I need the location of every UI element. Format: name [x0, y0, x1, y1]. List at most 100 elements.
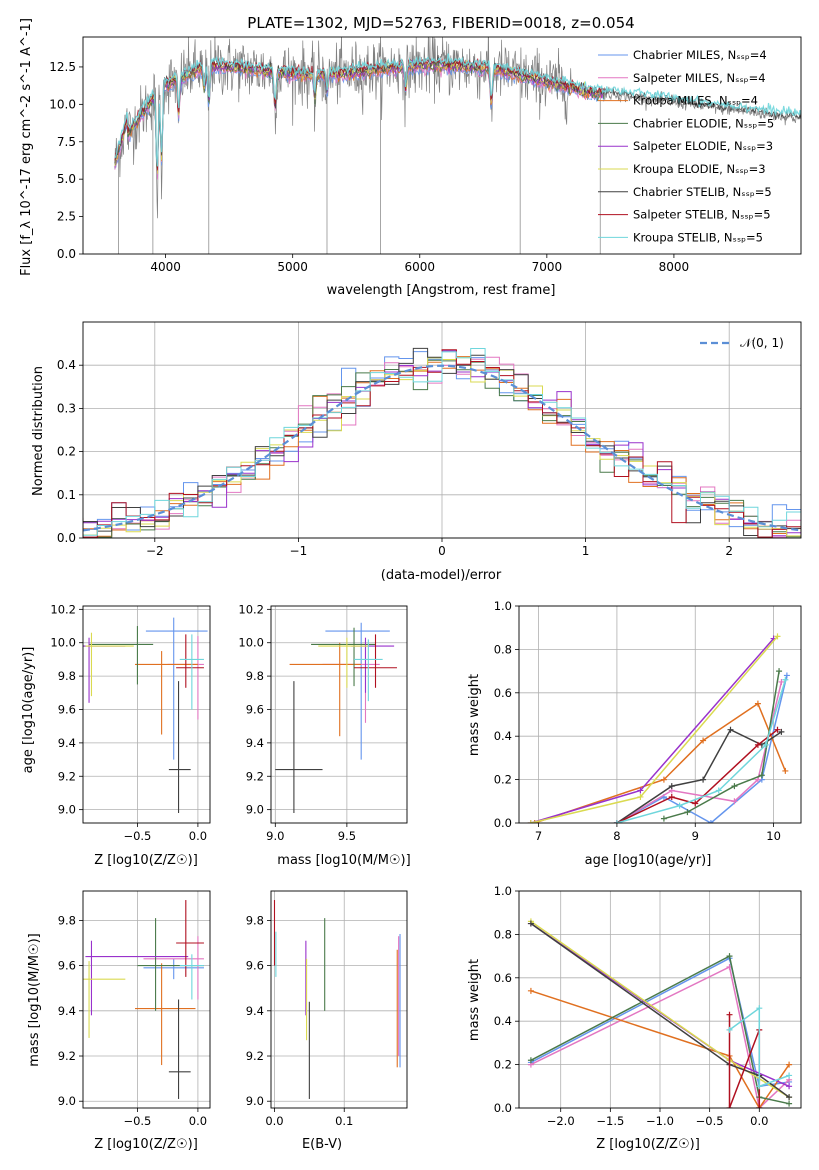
weight-marker: [774, 726, 781, 733]
weight-marker: [527, 920, 534, 927]
y-tick-label: 0.2: [494, 773, 512, 787]
y-tick-label: 9.4: [246, 1004, 264, 1018]
x-tick-label: −0.5: [123, 1114, 151, 1128]
y-tick-label: 9.6: [246, 959, 264, 973]
age-z-xlabel: Z [log10(Z/Z☉)]: [94, 853, 198, 868]
x-tick-label: 0.1: [335, 1114, 353, 1128]
mass-vs-ebv-panel: 0.0 0.1 9.0 9.2 9.4 9.6 9.8: [246, 890, 408, 1128]
weight-series-0: [616, 675, 788, 823]
weight-marker: [684, 809, 691, 816]
y-tick-label: 9.8: [58, 669, 76, 683]
spectrum-data-line: [114, 37, 801, 219]
y-tick-label: 1.0: [494, 599, 512, 613]
weight-marker: [754, 700, 761, 707]
histogram-xlabel: (data-model)/error: [381, 568, 502, 583]
weight-marker: [727, 726, 734, 733]
normal-legend-label: 𝒩(0, 1): [740, 336, 784, 350]
x-tick-label: 10: [766, 829, 781, 843]
legend-label: Kroupa ELODIE, Nₛₛₚ=3: [633, 162, 766, 176]
y-tick-label: 7.5: [57, 135, 76, 149]
y-tick-label: 9.2: [246, 769, 264, 783]
x-tick-label: 4000: [150, 260, 181, 274]
weight-marker: [715, 787, 722, 794]
legend-label: Kroupa STELIB, Nₛₛₚ=5: [633, 230, 763, 244]
x-tick-label: 7000: [532, 260, 563, 274]
axes-frame: [518, 890, 802, 1109]
legend-label: Salpeter MILES, Nₛₛₚ=4: [633, 71, 766, 85]
y-tick-label: 0.6: [494, 686, 512, 700]
normal-curve: [83, 364, 801, 532]
weight-series-0: [530, 957, 790, 1088]
weight-marker: [776, 668, 783, 675]
y-tick-label: 5.0: [57, 172, 76, 186]
spectrum-lines: [114, 37, 801, 254]
weight-marker: [756, 1105, 763, 1108]
weight-marker: [726, 1105, 733, 1108]
weight-marker: [756, 1005, 763, 1012]
y-tick-label: 0.4: [57, 358, 76, 372]
legend-label: Salpeter ELODIE, Nₛₛₚ=3: [633, 139, 773, 153]
x-tick-label: 9.0: [266, 829, 284, 843]
weight-series-8: [729, 1006, 790, 1088]
x-tick-label: −1.0: [646, 1114, 674, 1128]
weight-marker: [660, 776, 667, 783]
y-tick-label: 1.0: [494, 884, 512, 898]
y-tick-label: 0.1: [57, 488, 76, 502]
legend-label: Chabrier STELIB, Nₛₛₚ=5: [633, 185, 772, 199]
weight-marker: [778, 678, 785, 685]
weight-marker: [726, 1026, 733, 1033]
x-tick-label: 0: [438, 544, 446, 558]
y-tick-label: 9.2: [58, 769, 76, 783]
weight-marker: [668, 783, 675, 790]
weight-series-3: [530, 954, 790, 1105]
x-tick-label: 5000: [277, 260, 308, 274]
x-tick-label: 9.5: [338, 829, 356, 843]
x-tick-label: −0.5: [123, 829, 151, 843]
axes-frame: [82, 321, 802, 539]
y-tick-label: 0.4: [494, 1014, 512, 1028]
weight-marker: [700, 737, 707, 744]
errorbars: [83, 900, 204, 1099]
weight-marker: [782, 676, 789, 683]
age-mass-xlabel: mass [log10(M/M☉)]: [277, 853, 410, 868]
weight-lines: [527, 918, 793, 1108]
y-tick-label: 0.3: [57, 401, 76, 415]
spectrum-legend: Chabrier MILES, Nₛₛₚ=4 Salpeter MILES, Nₛ…: [598, 48, 774, 244]
spectrum-model-line-8: [114, 53, 801, 167]
y-tick-label: 10.0: [49, 97, 76, 111]
spectrum-title: PLATE=1302, MJD=52763, FIBERID=0018, z=0…: [247, 14, 634, 32]
mass-z-ylabel: mass [log10(M/M☉)]: [27, 933, 42, 1066]
weight-marker: [758, 772, 765, 779]
weight-marker: [774, 633, 781, 640]
y-tick-label: 9.4: [58, 736, 76, 750]
x-tick-label: 0.0: [265, 1114, 283, 1128]
weight-marker: [754, 741, 761, 748]
axes-frame: [82, 36, 802, 255]
y-tick-label: 10.2: [238, 602, 264, 616]
y-tick-label: 0.8: [494, 927, 512, 941]
y-tick-label: 10.2: [50, 602, 76, 616]
mass-z-xlabel: Z [log10(Z/Z☉)]: [94, 1137, 198, 1152]
y-tick-label: 0.0: [57, 247, 76, 261]
x-tick-label: 8000: [659, 260, 690, 274]
weight-marker: [756, 1083, 763, 1090]
spectrum-xlabel: wavelength [Angstrom, rest frame]: [327, 283, 556, 298]
weight-marker: [786, 1083, 793, 1090]
spectrum-ylabel: Flux [f_λ 10^-17 erg cm^-2 s^-1 A^-1]: [19, 18, 34, 276]
x-tick-label: −1: [290, 544, 308, 558]
errorbars: [83, 617, 208, 813]
weight-series-1: [530, 965, 790, 1108]
weight-age-xlabel: age [log10(age/yr)]: [585, 853, 712, 868]
y-tick-label: 9.0: [58, 1094, 76, 1108]
x-tick-label: 0.0: [750, 1114, 768, 1128]
y-tick-label: 12.5: [49, 60, 76, 74]
y-tick-label: 9.0: [58, 803, 76, 817]
y-tick-label: 9.6: [246, 702, 264, 716]
y-tick-label: 9.2: [58, 1049, 76, 1063]
y-tick-label: 0.0: [494, 1101, 512, 1115]
spectrum-model-line-4: [114, 59, 605, 174]
weight-marker: [527, 820, 534, 823]
y-tick-label: 0.6: [494, 971, 512, 985]
axes-frame: [270, 605, 408, 824]
weight-marker: [637, 787, 644, 794]
